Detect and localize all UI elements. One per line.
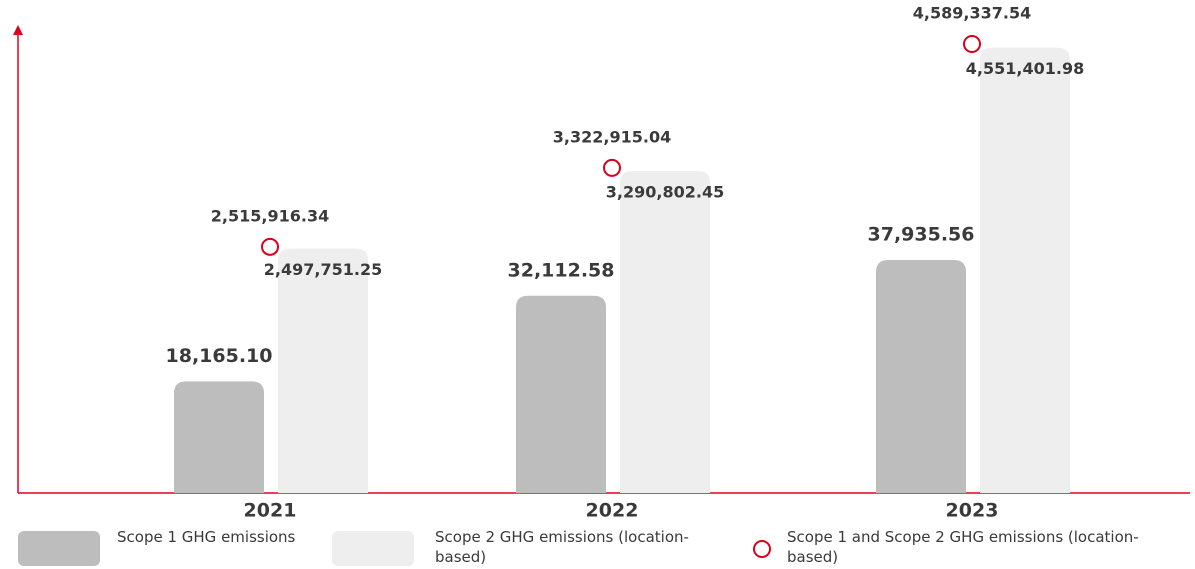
legend-label: Scope 1 and Scope 2 GHG emissions (locat… [787,528,1139,566]
bar [620,171,710,493]
data-label: 2,497,751.25 [264,260,382,279]
x-tick-label: 2023 [946,500,999,522]
data-label: 4,589,337.54 [913,4,1031,23]
marker [261,237,279,256]
legend-marker [753,540,771,558]
legend-swatch [18,531,100,566]
data-label: 32,112.58 [508,259,615,281]
data-label: 3,290,802.45 [606,183,724,202]
marker [603,158,621,177]
legend-label: Scope 2 GHG emissions (location-based) [435,528,689,566]
bar [174,381,264,493]
data-label: 18,165.10 [166,345,273,367]
bar [980,47,1070,493]
y-axis-arrow [13,25,23,35]
legend-swatch [332,531,414,566]
bar [876,260,966,493]
x-tick-label: 2021 [244,500,297,522]
marker [963,35,981,53]
data-label: 4,551,401.98 [966,59,1084,78]
data-label: 37,935.56 [868,224,975,246]
x-tick-label: 2022 [586,500,639,522]
bar [278,248,368,493]
data-label: 3,322,915.04 [553,127,671,146]
data-label: 2,515,916.34 [211,206,329,225]
bar [516,295,606,493]
legend-label: Scope 1 GHG emissions [117,528,296,546]
